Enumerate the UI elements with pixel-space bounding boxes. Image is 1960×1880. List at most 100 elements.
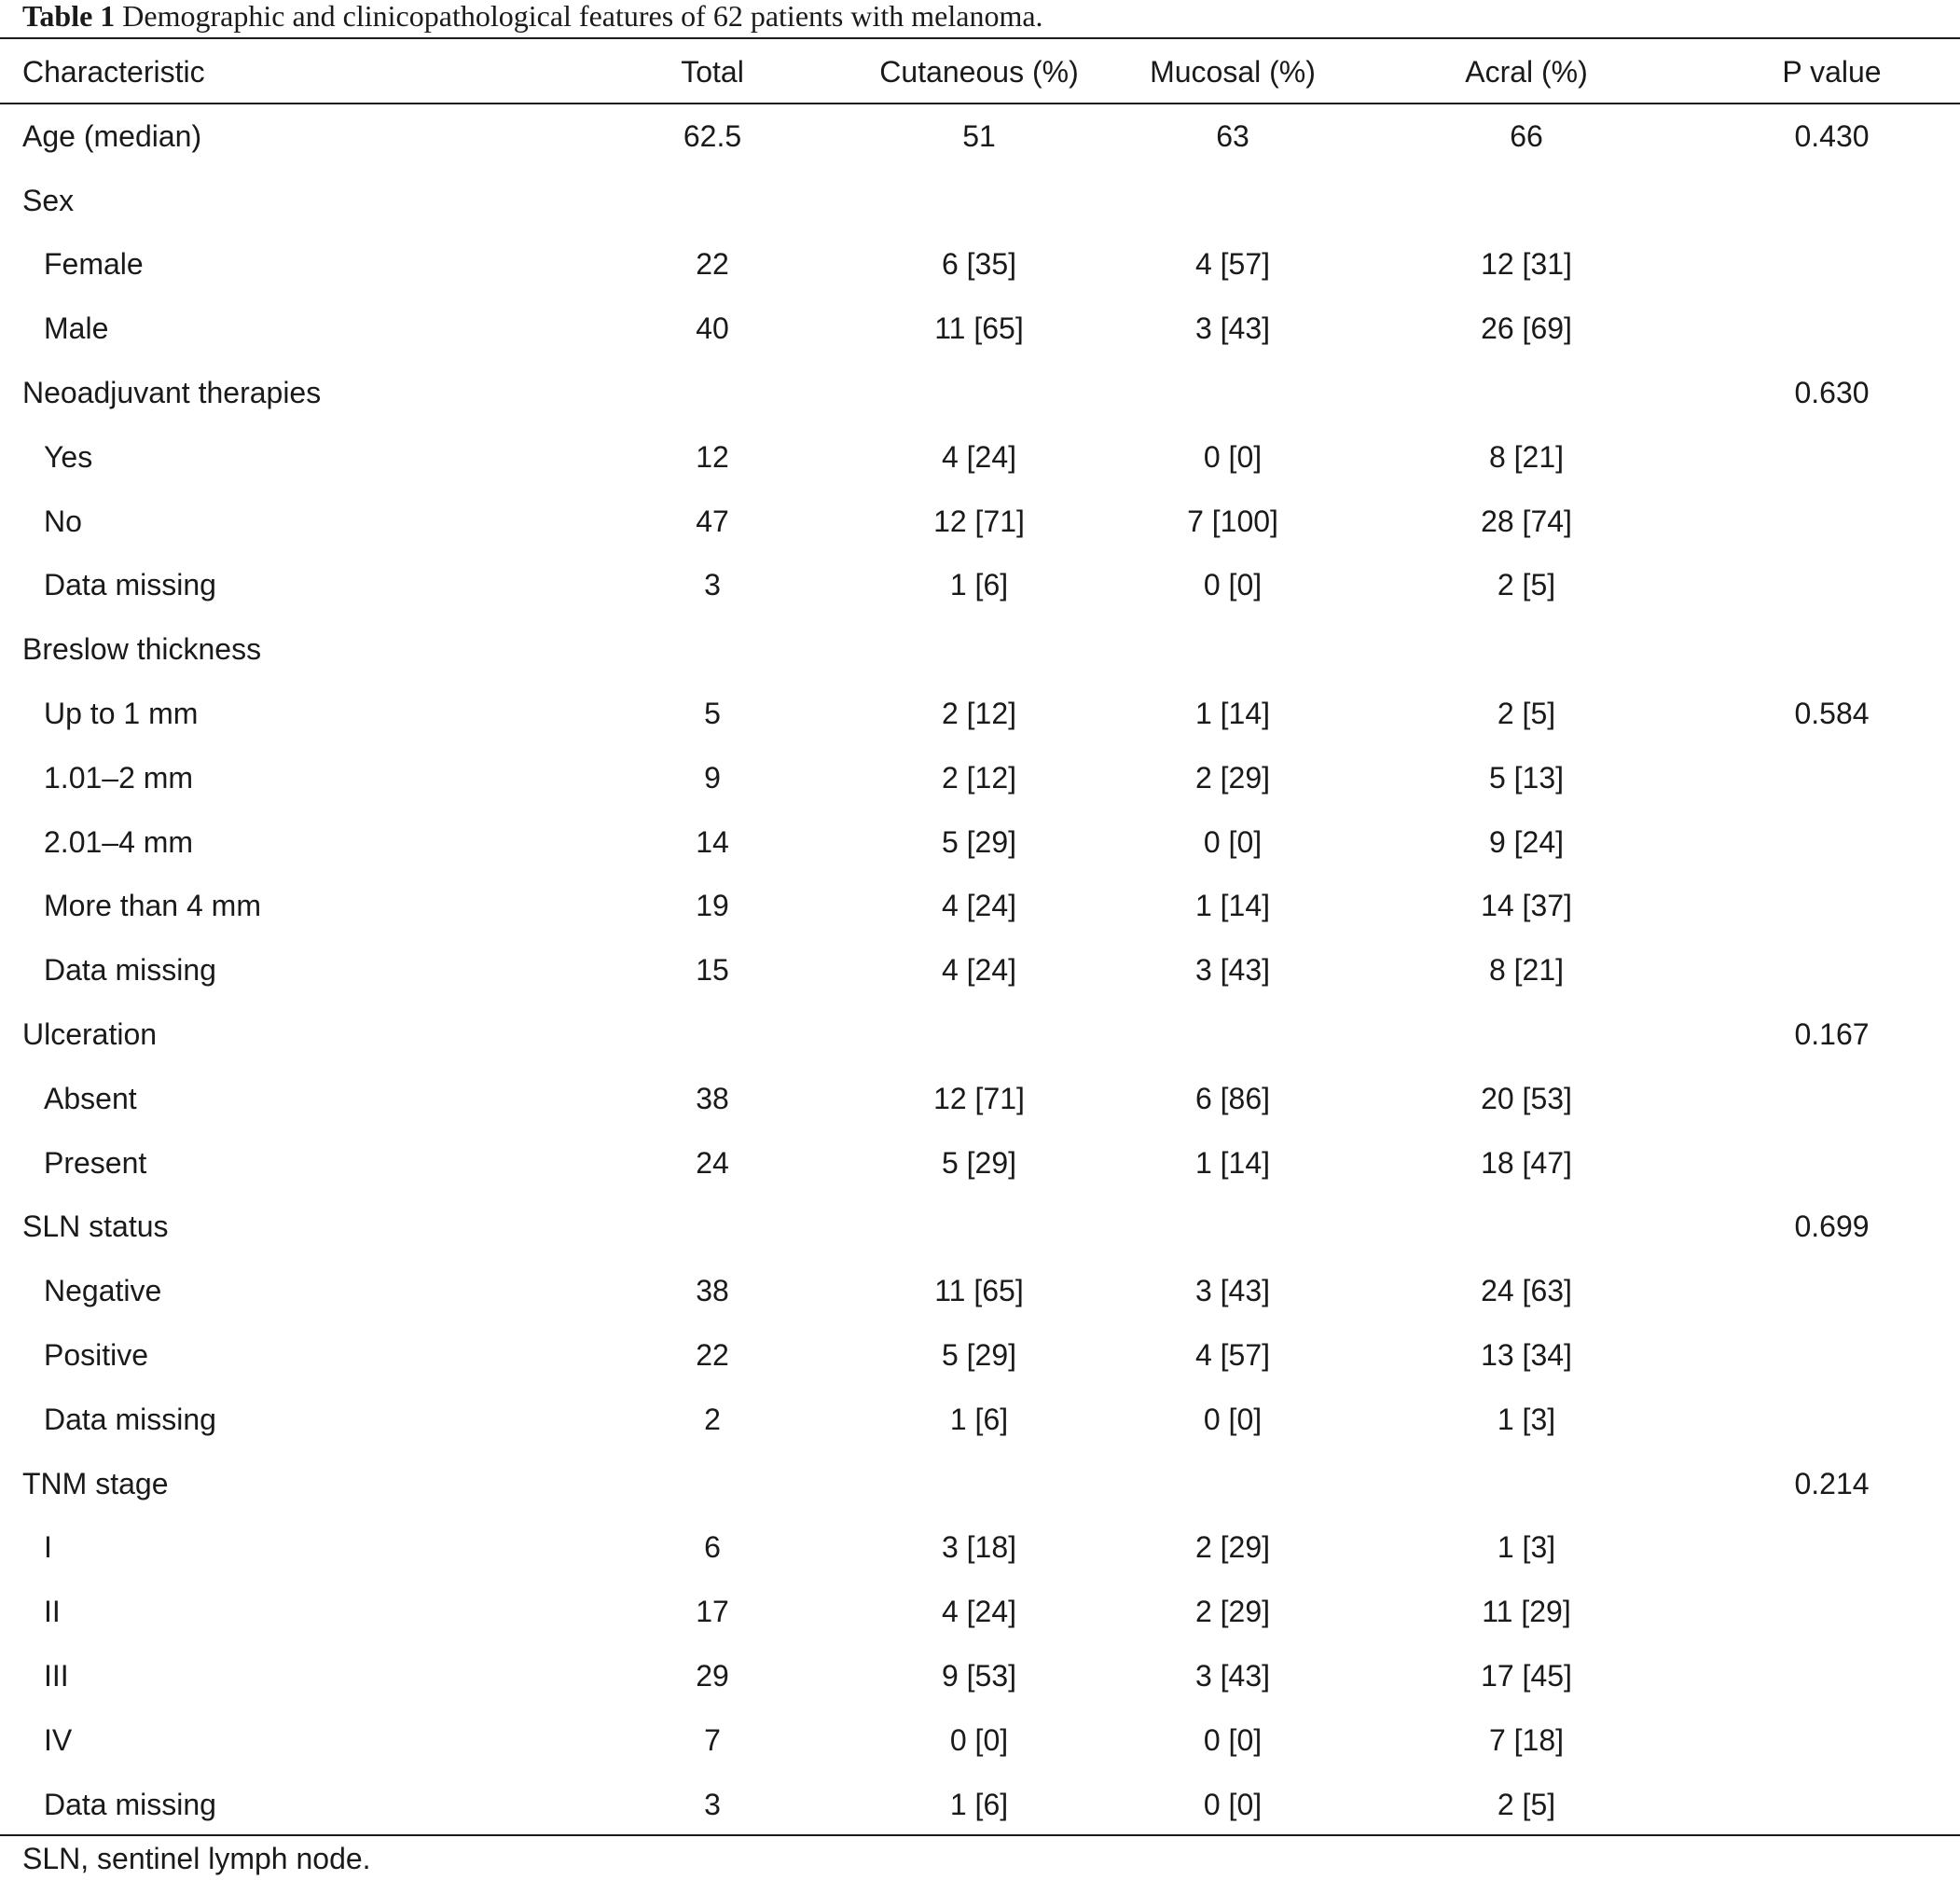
cell-p-value (1704, 1323, 1960, 1388)
table-row: Absent 38 12 [71] 6 [86] 20 [53] (0, 1067, 1960, 1131)
cell-p-value (1704, 1388, 1960, 1452)
cell-total: 7 (704, 1722, 721, 1757)
cell-mucosal: 0 [0] (1203, 824, 1263, 859)
cell-acral (1349, 1452, 1704, 1516)
cell-p-value: 0.699 (1794, 1210, 1870, 1244)
cell-total: 14 (696, 824, 729, 859)
cell-acral: 66 (1510, 118, 1543, 153)
table-row: Negative 38 11 [65] 3 [43] 24 [63] (0, 1259, 1960, 1323)
cell-total: 3 (704, 568, 721, 602)
cell-p-value (1704, 810, 1960, 875)
cell-mucosal: 1 [14] (1194, 697, 1271, 731)
cell-cutaneous: 1 [6] (949, 1402, 1009, 1436)
cell-p-value (1704, 1708, 1960, 1773)
table-caption: Table 1 Demographic and clinicopathologi… (22, 0, 1043, 34)
row-label: Female (44, 247, 144, 282)
cell-mucosal: 0 [0] (1203, 1722, 1263, 1757)
cell-cutaneous: 1 [6] (949, 568, 1009, 602)
cell-p-value (1704, 1644, 1960, 1708)
cell-mucosal (1116, 1002, 1349, 1067)
cell-total: 19 (696, 889, 729, 923)
row-label: TNM stage (22, 1466, 169, 1500)
cell-mucosal: 4 [57] (1194, 247, 1271, 282)
cell-p-value: 0.214 (1794, 1466, 1870, 1500)
cell-cutaneous: 11 [65] (934, 311, 1024, 346)
cell-acral: 14 [37] (1481, 889, 1572, 923)
row-label: Positive (44, 1338, 149, 1373)
cell-p-value (1704, 1259, 1960, 1323)
row-label: No (44, 504, 82, 538)
cell-cutaneous: 9 [53] (941, 1659, 1017, 1693)
cell-mucosal: 3 [43] (1194, 311, 1271, 346)
cell-total (583, 169, 842, 233)
row-label: II (44, 1595, 61, 1629)
row-label: Data missing (44, 953, 216, 988)
cell-total: 38 (696, 1081, 729, 1115)
table-bottom-rule (0, 1834, 1960, 1836)
cell-cutaneous: 1 [6] (949, 1787, 1009, 1821)
table-row: Data missing 3 1 [6] 0 [0] 2 [5] (0, 554, 1960, 618)
cell-mucosal: 1 [14] (1194, 889, 1271, 923)
row-label: Data missing (44, 1402, 216, 1436)
table-row: 1.01–2 mm 9 2 [12] 2 [29] 5 [13] (0, 746, 1960, 810)
cell-mucosal: 6 [86] (1194, 1081, 1271, 1115)
table-body: Age (median) 62.5 51 63 66 0.430 Sex Female 22 6 … (0, 104, 1960, 1837)
cell-cutaneous (842, 617, 1116, 682)
row-label: Sex (22, 183, 75, 217)
cell-p-value (1704, 297, 1960, 361)
cell-p-value (1704, 1067, 1960, 1131)
cell-acral: 9 [24] (1488, 824, 1565, 859)
cell-p-value: 0.630 (1794, 376, 1870, 410)
column-header-cutaneous: Cutaneous (%) (879, 54, 1079, 89)
cell-cutaneous: 12 [71] (933, 504, 1025, 538)
cell-mucosal: 1 [14] (1194, 1145, 1271, 1180)
table-row: Positive 22 5 [29] 4 [57] 13 [34] (0, 1323, 1960, 1388)
cell-acral (1349, 169, 1704, 233)
cell-acral: 28 [74] (1481, 504, 1572, 538)
cell-mucosal: 2 [29] (1194, 760, 1271, 795)
cell-mucosal: 3 [43] (1194, 1659, 1271, 1693)
row-label: III (44, 1659, 69, 1693)
cell-acral (1349, 1002, 1704, 1067)
cell-cutaneous: 2 [12] (941, 697, 1017, 731)
cell-acral: 2 [5] (1497, 697, 1556, 731)
cell-acral: 5 [13] (1488, 760, 1565, 795)
row-label: Absent (44, 1081, 137, 1115)
table-row: II 17 4 [24] 2 [29] 11 [29] (0, 1580, 1960, 1644)
cell-acral (1349, 361, 1704, 425)
cell-acral: 18 [47] (1481, 1145, 1572, 1180)
cell-total: 15 (696, 953, 729, 988)
cell-mucosal: 2 [29] (1194, 1595, 1271, 1629)
table-row: III 29 9 [53] 3 [43] 17 [45] (0, 1644, 1960, 1708)
column-header-p-value: P value (1782, 54, 1882, 89)
cell-p-value (1704, 938, 1960, 1002)
cell-total: 47 (696, 504, 729, 538)
cell-cutaneous: 4 [24] (941, 889, 1017, 923)
cell-total: 9 (704, 760, 721, 795)
cell-total: 62.5 (683, 118, 742, 153)
table-group-row: Breslow thickness (0, 617, 1960, 682)
table-caption-label: Table 1 (22, 0, 116, 33)
cell-cutaneous: 5 [29] (941, 1338, 1017, 1373)
cell-total: 40 (696, 311, 729, 346)
cell-acral: 17 [45] (1481, 1659, 1572, 1693)
row-label: Male (44, 311, 109, 346)
cell-total: 12 (696, 439, 729, 474)
cell-p-value: 0.430 (1794, 118, 1870, 153)
cell-mucosal (1116, 617, 1349, 682)
row-label: Negative (44, 1274, 162, 1308)
cell-cutaneous (842, 361, 1116, 425)
cell-total: 22 (696, 1338, 729, 1373)
table-footnote: SLN, sentinel lymph node. (22, 1842, 371, 1875)
cell-p-value (1704, 875, 1960, 939)
cell-total (583, 1196, 842, 1260)
table-row: 2.01–4 mm 14 5 [29] 0 [0] 9 [24] (0, 810, 1960, 875)
cell-p-value: 0.584 (1794, 697, 1870, 731)
cell-acral: 12 [31] (1481, 247, 1572, 282)
cell-mucosal (1116, 1196, 1349, 1260)
row-label: IV (44, 1722, 73, 1757)
cell-cutaneous: 4 [24] (941, 953, 1017, 988)
cell-p-value (1704, 554, 1960, 618)
table-row: IV 7 0 [0] 0 [0] 7 [18] (0, 1708, 1960, 1773)
row-label: SLN status (22, 1210, 169, 1244)
